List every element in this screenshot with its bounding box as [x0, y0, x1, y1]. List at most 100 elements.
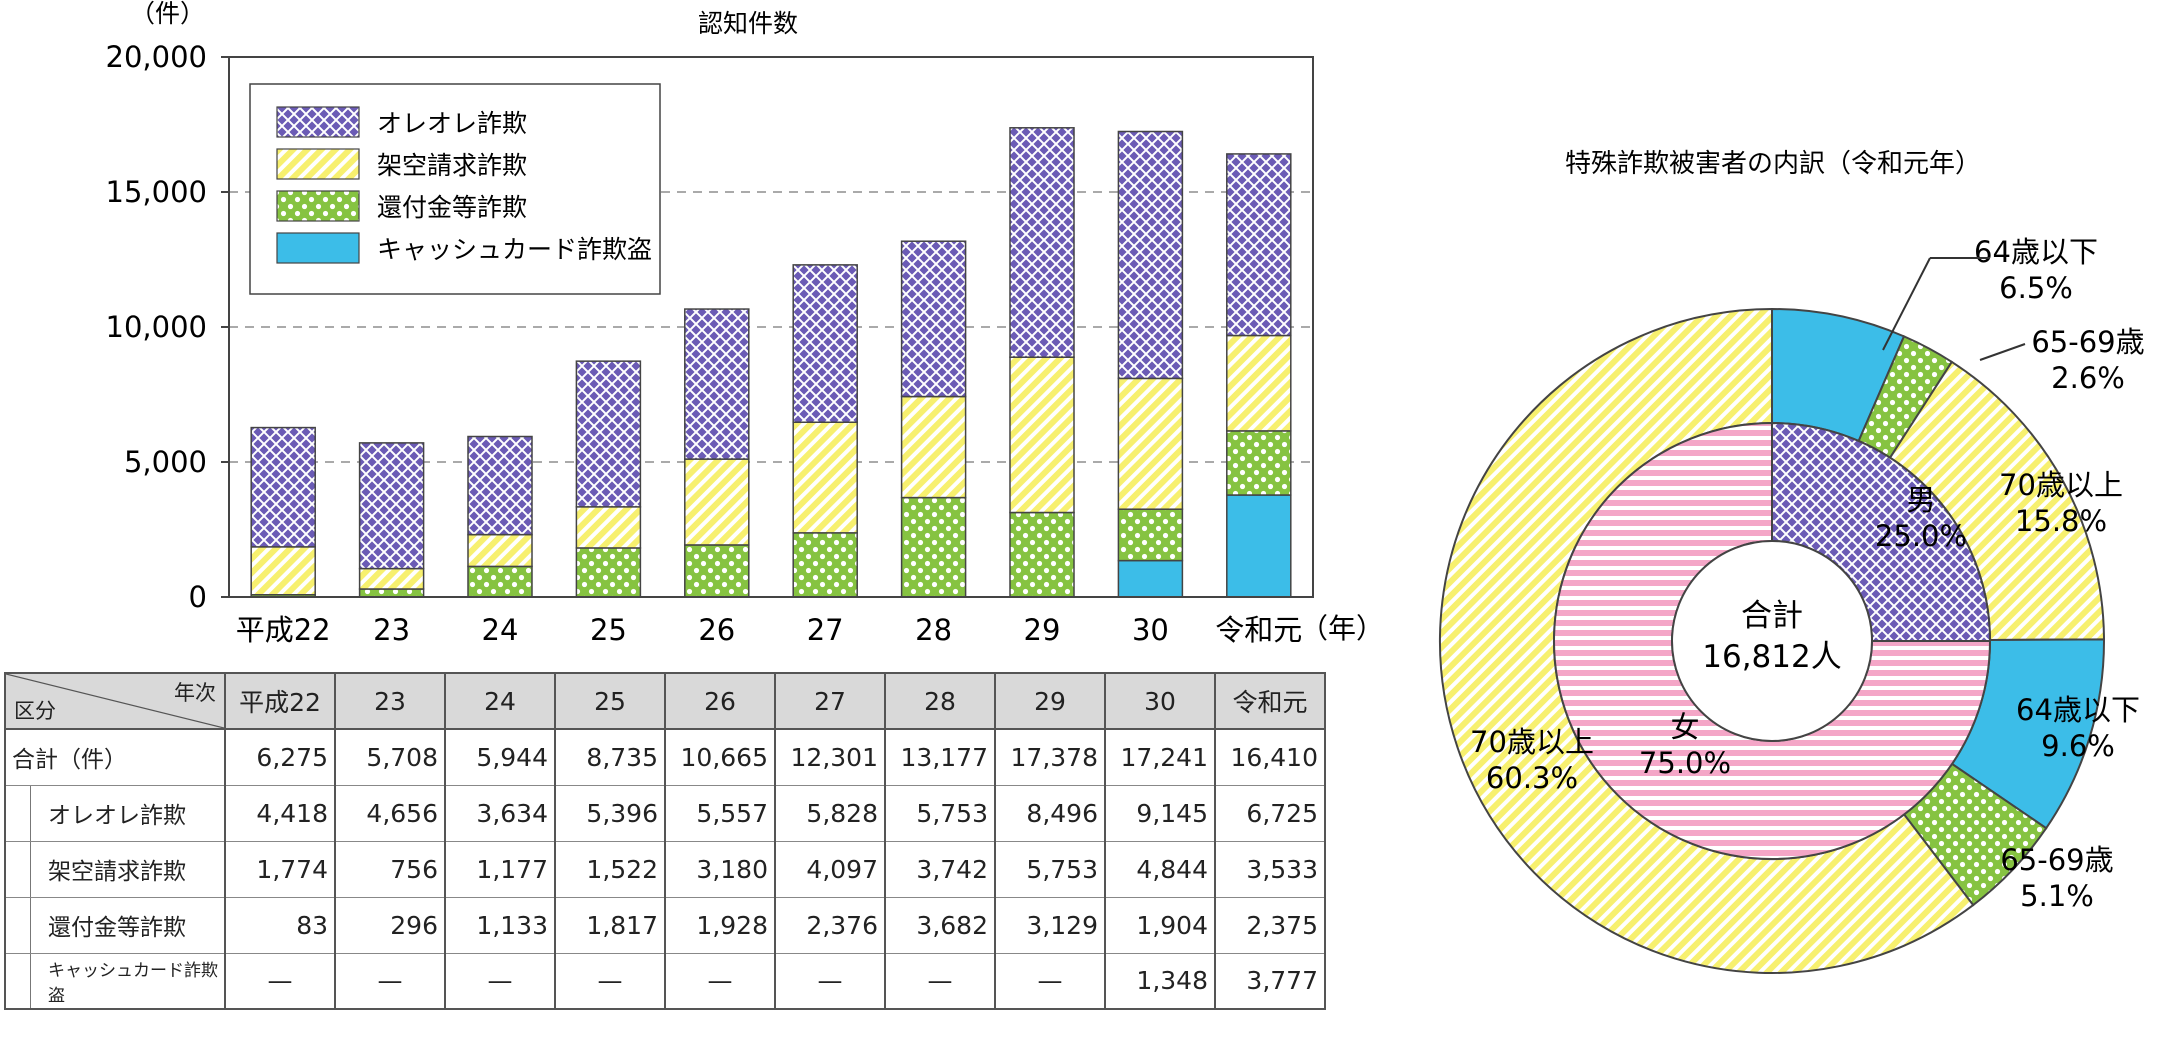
table-row-label: 合計（件） — [4, 729, 226, 786]
table-cell: 296 — [334, 897, 446, 954]
bar-segment — [575, 506, 642, 549]
table-cell: 83 — [224, 897, 336, 954]
donut-slice-label: 15.8% — [2015, 504, 2107, 538]
table-cell: 1,522 — [554, 841, 666, 898]
table-row: 還付金等詐欺 83 296 1,133 1,817 1,928 2,376 3,682 3,12… — [4, 897, 1326, 954]
bar-segment — [250, 546, 316, 596]
donut-center-label-2: 16,812人 — [1702, 639, 1841, 675]
bar-segment — [1009, 511, 1075, 598]
table-cell: — — [224, 953, 336, 1010]
table-cell: 9,145 — [1104, 785, 1216, 842]
bar-segment — [1009, 127, 1075, 358]
table-cell: 5,944 — [444, 729, 556, 786]
table-cell: 17,241 — [1104, 729, 1216, 786]
table-row-label: 架空請求詐欺 — [4, 841, 226, 898]
table-cell: 1,928 — [664, 897, 776, 954]
table-cell: — — [664, 953, 776, 1010]
table-cell: 3,742 — [884, 841, 996, 898]
bar-segment — [792, 264, 858, 423]
table-cell: — — [334, 953, 446, 1010]
bar-segment — [792, 532, 858, 598]
legend-swatch — [276, 232, 360, 264]
bar-segment — [684, 458, 750, 546]
table-year-header: 25 — [554, 672, 666, 730]
table-cell: 1,904 — [1104, 897, 1216, 954]
bar-segment — [467, 435, 533, 536]
donut-slice-label: 64歳以下 — [2016, 693, 2140, 727]
donut-slice-label: 9.6% — [2041, 729, 2115, 763]
donut-slice-label: 6.5% — [1999, 271, 2073, 305]
table-cell: — — [774, 953, 886, 1010]
table-cell: — — [884, 953, 996, 1010]
bar-segment — [358, 442, 425, 570]
table-year-header: 令和元 — [1214, 672, 1326, 730]
bar-segment — [684, 308, 750, 460]
donut-slice-label: 25.0% — [1875, 519, 1967, 553]
bar-ylabel: （件） — [130, 0, 205, 28]
bar-segment — [358, 588, 425, 598]
table-cell: — — [444, 953, 556, 1010]
legend-swatch — [276, 190, 360, 222]
table-cell: 5,396 — [554, 785, 666, 842]
leader-line — [1979, 343, 2026, 361]
table-cell: 5,753 — [994, 841, 1106, 898]
table-cell: 1,348 — [1104, 953, 1216, 1010]
donut-center-label-1: 合計 — [1741, 598, 1803, 634]
table-cell: 1,817 — [554, 897, 666, 954]
table-cell: 6,275 — [224, 729, 336, 786]
table-cell: 5,753 — [884, 785, 996, 842]
table-cell: 1,177 — [444, 841, 556, 898]
table-cell: 16,410 — [1214, 729, 1326, 786]
bar-segment — [1226, 153, 1292, 337]
donut-slice-label: 60.3% — [1486, 761, 1578, 795]
table-corner-category: 区分 — [14, 699, 56, 723]
table-row-label: キャッシュカード詐欺盗 — [4, 953, 226, 1010]
table-cell: 6,725 — [1214, 785, 1326, 842]
bar-segment — [250, 426, 316, 548]
table-row: 合計（件） 6,275 5,708 5,944 8,735 10,665 12,301 13,… — [4, 729, 1326, 786]
table-cell: 3,777 — [1214, 953, 1326, 1010]
bar-segment — [900, 496, 967, 598]
bar-segment — [1117, 130, 1184, 380]
table-cell: 3,634 — [444, 785, 556, 842]
table-year-header: 平成22 — [224, 672, 336, 730]
table-cell: 17,378 — [994, 729, 1106, 786]
table-cell: 13,177 — [884, 729, 996, 786]
table-cell: 2,376 — [774, 897, 886, 954]
x-tick-label: 24 — [482, 613, 519, 647]
bar-chart: （件） 認知件数 0 5,000 10,000 15,000 20,000 平成22 23… — [106, 0, 1385, 647]
legend-label: 還付金等詐欺 — [377, 193, 527, 222]
y-tick-label: 10,000 — [106, 310, 207, 344]
table-cell: 4,418 — [224, 785, 336, 842]
table-cell: — — [994, 953, 1106, 1010]
bar-segment — [1117, 508, 1184, 562]
table-cell: 4,844 — [1104, 841, 1216, 898]
donut-slice-label: 75.0% — [1639, 746, 1731, 780]
bar-segment — [467, 533, 533, 568]
legend-label: オレオレ詐欺 — [377, 109, 527, 138]
table-cell: 4,097 — [774, 841, 886, 898]
donut-title: 特殊詐欺被害者の内訳（令和元年） — [1565, 149, 1981, 179]
donut-chart: 特殊詐欺被害者の内訳（令和元年） 合計 16,812人 男25.0% 女75.0%… — [1439, 149, 2145, 974]
y-tick-label: 0 — [189, 580, 207, 614]
x-tick-label: 26 — [698, 613, 735, 647]
table-row-label: 還付金等詐欺 — [4, 897, 226, 954]
table-year-header: 23 — [334, 672, 446, 730]
bar-segment — [792, 421, 858, 534]
table-cell: 10,665 — [664, 729, 776, 786]
x-tick-label: 平成22 — [236, 613, 331, 647]
x-tick-label: 23 — [373, 613, 410, 647]
x-unit-label: （年） — [1300, 612, 1384, 645]
donut-slice-label: 男 — [1906, 483, 1935, 517]
table-row-label: オレオレ詐欺 — [4, 785, 226, 842]
table-cell: 3,129 — [994, 897, 1106, 954]
table-year-header: 29 — [994, 672, 1106, 730]
y-tick-label: 15,000 — [106, 175, 207, 209]
donut-slice-label: 5.1% — [2020, 879, 2094, 913]
table-cell: — — [554, 953, 666, 1010]
table-year-header: 30 — [1104, 672, 1216, 730]
table-cell: 1,774 — [224, 841, 336, 898]
bar-segment — [467, 565, 533, 598]
table-cell: 3,682 — [884, 897, 996, 954]
